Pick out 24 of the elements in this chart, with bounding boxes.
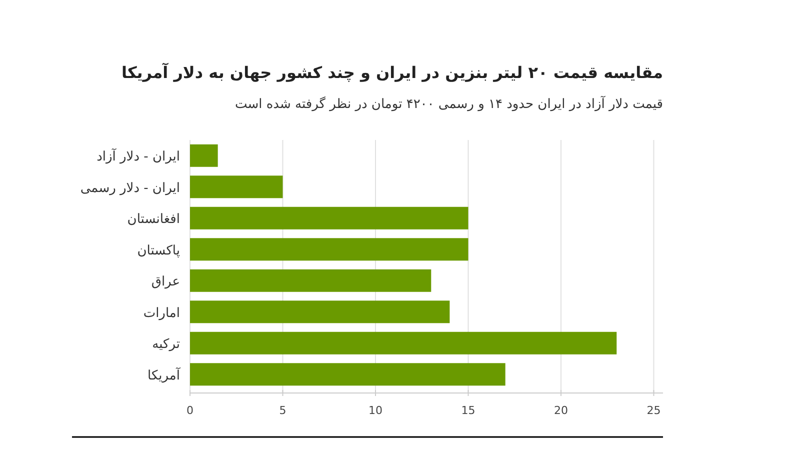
x-tick-label: 25 (646, 404, 661, 417)
bar (190, 206, 468, 230)
y-tick-label: ایران - دلار رسمی (80, 180, 180, 196)
bar (190, 176, 283, 198)
bar (190, 238, 468, 261)
x-tick-label: 5 (279, 404, 286, 417)
x-tick-label: 10 (368, 404, 382, 417)
bar (190, 144, 218, 167)
bar (190, 332, 617, 354)
bar (190, 269, 432, 292)
y-tick-label: عراق (151, 274, 180, 290)
chart-title: مقایسه قیمت ۲۰ لیتر بنزین در ایران و چند کشور جهان به دلار آمریکا (121, 62, 663, 82)
y-tick-label: ایران - دلار آزاد (96, 148, 180, 165)
x-tick-label: 0 (186, 404, 194, 417)
y-tick-label: آمریکا (147, 366, 182, 384)
y-tick-label: افغانستان (127, 212, 180, 228)
x-tick-label: 15 (461, 404, 476, 417)
chart-subtitle: قیمت دلار آزاد در ایران حدود ۱۴ و رسمی ۴۲۰۰ تومان در نظر گرفته شده است (234, 95, 663, 112)
y-tick-label: امارات (143, 306, 180, 321)
bar (190, 363, 506, 386)
bar (190, 300, 450, 324)
y-tick-label: پاکستان (137, 243, 180, 258)
y-tick-label: ترکیه (152, 337, 180, 352)
x-tick-label: 20 (554, 404, 568, 417)
